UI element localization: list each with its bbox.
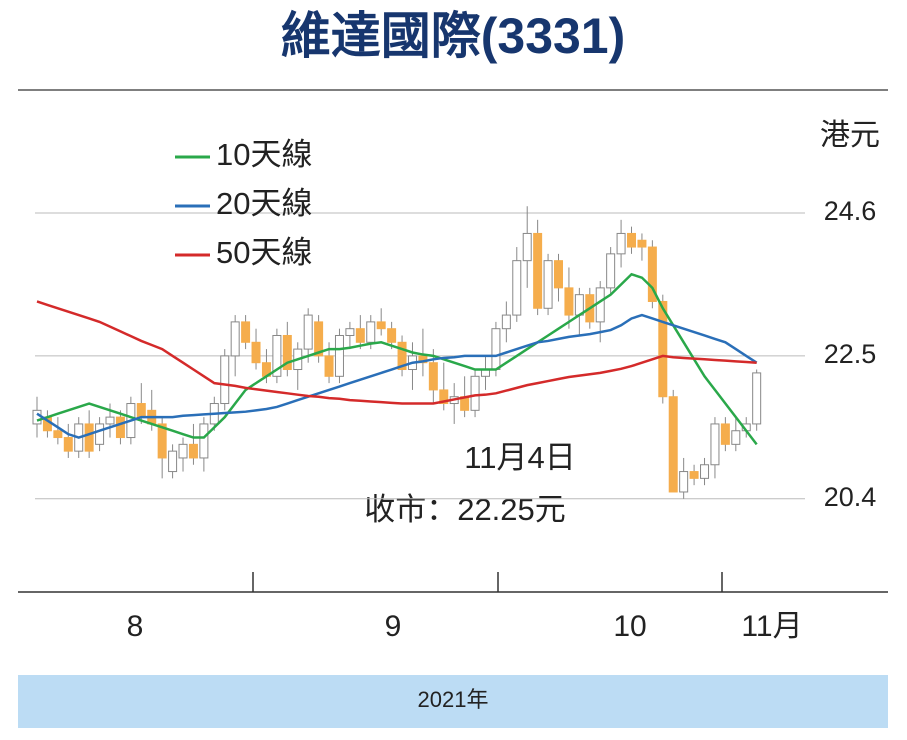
candle-body [679,471,689,493]
chart-title: 維達國際(3331) [281,8,626,64]
candle-body [700,464,710,479]
candle-body [752,372,762,425]
ma-line [36,313,758,439]
candle-body [543,260,553,309]
candle-body [397,341,407,371]
candle-body [303,314,313,350]
candle-body [32,409,42,425]
candle-body [241,321,251,343]
candle-body [168,450,178,473]
candle-body [554,260,563,289]
candle-body [136,403,146,418]
y-tick-label: 22.5 [824,339,877,369]
candle-body [606,253,616,289]
unit-label: 港元 [820,119,880,152]
candle-body [345,328,355,336]
x-tick-label: 10 [613,610,646,643]
ma-line [36,300,757,405]
candle-body [439,389,449,405]
candle-body [595,287,605,323]
candle-body [84,423,94,452]
candle-body [95,423,105,445]
candle-body [710,423,720,466]
candle-body [230,321,240,357]
x-tick-label: 11月 [741,610,802,643]
x-tick-label: 9 [385,610,402,643]
annotation: 收市：22.25元 [364,492,566,527]
candle-body [637,239,647,248]
legend-label: 10天線 [216,137,312,172]
candle-body [428,362,438,391]
x-tick-label: 8 [127,610,144,643]
candle-body [512,260,522,316]
candle-body [355,328,365,343]
candle-body [501,314,511,330]
candle-body [366,321,376,343]
candle-body [616,232,626,255]
candle-body [533,232,543,309]
candle-body [324,355,334,377]
ma-line [36,272,758,446]
candle-body [314,321,324,357]
candle-body [157,423,167,459]
candle-body [720,423,730,445]
candle-body [220,355,230,405]
annotation: 11月4日 [464,440,575,475]
candle-body [689,471,699,479]
candle-body [188,443,198,459]
candle-body [564,287,574,316]
candle-body [731,430,741,445]
year-band [18,675,888,728]
candle-body [627,232,637,248]
y-tick-label: 20.4 [824,482,877,512]
legend-label: 20天線 [216,186,312,221]
legend-label: 50天線 [216,235,312,270]
candle-body [282,334,292,371]
candle-body [470,375,480,411]
candle-body [115,416,125,439]
x-axis-title: 2021年 [418,687,489,712]
candle-body [658,300,668,398]
candle-body [178,443,188,459]
candle-body [63,437,73,452]
candle-body [53,430,63,439]
candle-body [647,246,657,302]
candle-body [491,328,501,371]
candle-body [522,232,532,262]
candle-body [272,334,282,377]
candle-body [251,341,261,364]
y-tick-label: 24.6 [824,196,877,226]
candle-body [387,328,397,343]
candle-body [199,423,209,459]
candle-body [376,321,386,330]
candle-body [334,334,344,377]
candle-body [668,396,678,493]
candle-body [105,416,115,425]
